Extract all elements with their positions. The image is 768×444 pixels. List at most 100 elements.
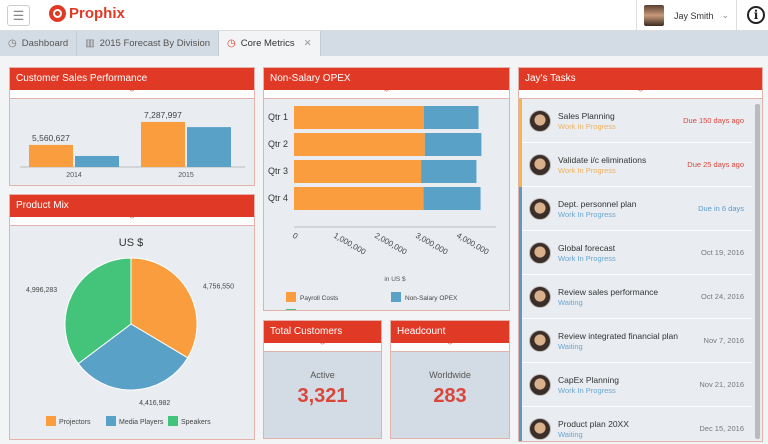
avatar — [529, 153, 551, 176]
logo-icon — [49, 5, 66, 22]
task-due: Dec 15, 2016 — [699, 424, 744, 433]
task-text: Sales Planning Work In Progress — [558, 111, 683, 131]
task-status-bar — [519, 143, 522, 187]
task-text: Global forecast Work In Progress — [558, 243, 701, 263]
scrollbar[interactable] — [755, 104, 760, 439]
task-status: Waiting — [558, 341, 583, 351]
info-icon[interactable]: i — [747, 6, 765, 24]
tab-bar: ◷ Dashboard ▥ 2015 Forecast By Division ◷ C… — [0, 31, 768, 56]
bar-Qtr 4-0 — [294, 187, 424, 210]
prophix-logo[interactable]: Prophix — [49, 5, 125, 22]
y-tick-label: Qtr 4 — [268, 193, 288, 203]
hamburger-menu-button[interactable]: ☰ — [7, 5, 30, 26]
data-label: 5,560,627 — [32, 133, 70, 143]
collapse-chevron-icon[interactable]: ﹀ — [10, 217, 254, 226]
task-name: CapEx Planning — [558, 374, 619, 385]
collapse-chevron-icon[interactable]: ﹀ — [10, 90, 254, 99]
task-status: Work In Progress — [558, 209, 616, 219]
tasks-panel: Jay's Tasks ﹀ Sales Planning Work In Prog… — [518, 67, 763, 442]
slice-value-label: 4,416,982 — [139, 400, 170, 407]
task-status-bar — [519, 187, 522, 231]
chevron-down-icon: ⌄ — [721, 10, 730, 20]
bar-chart-icon: ▥ — [85, 38, 95, 49]
task-due: Oct 19, 2016 — [701, 248, 744, 257]
avatar — [529, 197, 551, 220]
y-tick-label: Qtr 3 — [268, 166, 288, 176]
kpi-label: Active — [310, 370, 335, 380]
kpi-label: Worldwide — [429, 370, 471, 380]
legend-swatch — [168, 416, 178, 426]
tab-2015-forecast[interactable]: ▥ 2015 Forecast By Division — [77, 31, 220, 56]
task-item[interactable]: Review integrated financial plan Waiting N… — [519, 319, 752, 363]
bar-2015-0 — [141, 121, 185, 167]
tab-core-metrics[interactable]: ◷ Core Metrics ✕ — [219, 31, 321, 56]
dashboard-icon: ◷ — [227, 38, 236, 49]
task-status: Work In Progress — [558, 121, 616, 131]
bar-Qtr 4-1 — [423, 187, 481, 210]
close-tab-icon[interactable]: ✕ — [303, 38, 312, 49]
kpi-value: 3,321 — [297, 385, 348, 407]
collapse-chevron-icon[interactable]: ﹀ — [264, 90, 509, 99]
task-name: Review integrated financial plan — [558, 330, 679, 341]
bar-Qtr 1-0 — [294, 106, 424, 129]
task-due: Due 25 days ago — [687, 160, 744, 169]
customer-sales-panel: Customer Sales Performance ﹀ 5,560,627 20… — [9, 67, 255, 186]
x-tick-label: 3,000,000 — [414, 231, 450, 257]
panel-title: Customer Sales Performance — [10, 68, 254, 90]
tab-dashboard[interactable]: ◷ Dashboard — [0, 31, 78, 56]
bar-2015-1 — [187, 127, 231, 167]
legend-swatch — [286, 309, 296, 319]
legend-swatch — [391, 292, 401, 302]
task-status: Waiting — [558, 297, 583, 307]
opex-bar-chart: Qtr 1 Qtr 2 Qtr 3 Qtr 4 0 1,000,000 2,000,000 3… — [268, 106, 496, 319]
avatar — [529, 329, 551, 352]
collapse-chevron-icon[interactable]: ﹀ — [519, 90, 762, 99]
x-axis-label: in US $ — [384, 276, 406, 283]
user-name: Jay Smith — [674, 10, 714, 21]
avatar — [529, 285, 551, 308]
task-text: Review integrated financial plan Waiting — [558, 331, 704, 351]
legend-label: Payroll Costs — [300, 295, 339, 302]
task-item[interactable]: Review sales performance Waiting Oct 24, 2… — [519, 275, 752, 319]
x-tick-label: 4,000,000 — [455, 231, 491, 257]
bar-2014-1 — [75, 155, 119, 167]
task-status: Waiting — [558, 429, 583, 439]
chart-title: US $ — [119, 237, 143, 249]
task-text: Product plan 20XX Waiting — [558, 419, 699, 439]
task-list: Sales Planning Work In Progress Due 150 da… — [519, 99, 762, 441]
bar-Qtr 2-1 — [424, 133, 482, 156]
x-tick-label: 1,000,000 — [332, 231, 368, 257]
legend-label: Speakers — [181, 419, 211, 426]
task-item[interactable]: Dept. personnel plan Work In Progress Due … — [519, 187, 752, 231]
non-salary-opex-panel: Non-Salary OPEX ﹀ Qtr 1 Qtr 2 Qtr 3 Qtr 4 0 1… — [263, 67, 510, 319]
task-item[interactable]: Validate i/c eliminations Work In Progres… — [519, 143, 752, 187]
panel-title: Product Mix — [10, 195, 254, 217]
task-status: Work In Progress — [558, 253, 616, 263]
panel-title: Jay's Tasks — [519, 68, 762, 90]
tab-label: Dashboard — [21, 38, 69, 49]
product-mix-pie-chart: US $ 4,756,550 4,416,982 4,996,283 Projector… — [26, 237, 234, 426]
user-menu[interactable]: Jay Smith ⌄ — [636, 0, 737, 31]
legend-swatch — [286, 292, 296, 302]
collapse-chevron-icon[interactable]: ﹀ — [391, 343, 509, 352]
task-status-bar — [519, 407, 522, 441]
task-item[interactable]: Product plan 20XX Waiting Dec 15, 2016 — [519, 407, 752, 441]
tab-label: Core Metrics — [240, 38, 295, 49]
legend-label: Media Players — [119, 419, 164, 426]
panel-title: Non-Salary OPEX — [264, 68, 509, 90]
task-item[interactable]: CapEx Planning Work In Progress Nov 21, 20… — [519, 363, 752, 407]
sales-bar-chart: 5,560,627 2014 7,287,997 2015 — [20, 110, 245, 179]
collapse-chevron-icon[interactable]: ﹀ — [264, 343, 381, 352]
task-item[interactable]: Sales Planning Work In Progress Due 150 da… — [519, 99, 752, 143]
bar-Qtr 2-0 — [294, 133, 425, 156]
dashboard-icon: ◷ — [8, 38, 17, 49]
legend-label: Non-Salary OPEX — [405, 295, 458, 302]
task-status: Work In Progress — [558, 385, 616, 395]
pie-slice-Media Players — [77, 323, 189, 391]
slice-value-label: 4,756,550 — [203, 283, 234, 290]
task-status-bar — [519, 319, 522, 363]
task-due: Nov 7, 2016 — [703, 336, 744, 345]
y-tick-label: Qtr 2 — [268, 139, 288, 149]
task-item[interactable]: Global forecast Work In Progress Oct 19, 2… — [519, 231, 752, 275]
task-name: Validate i/c eliminations — [558, 154, 647, 165]
